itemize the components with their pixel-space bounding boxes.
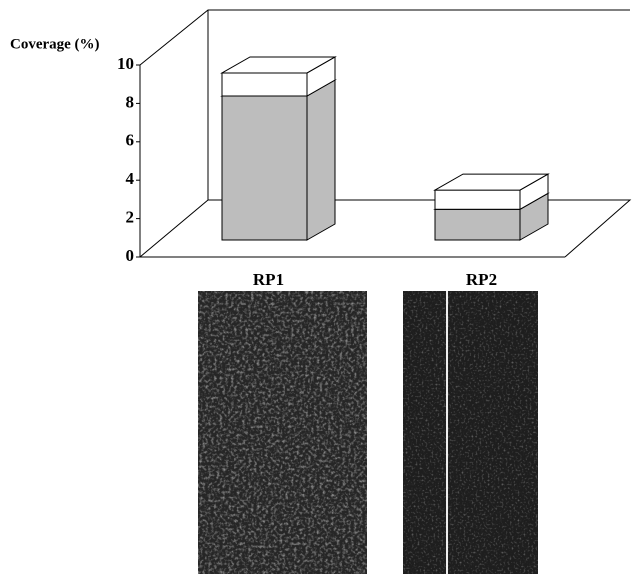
bar-front	[221, 72, 308, 97]
y-tick-label: 10	[117, 54, 134, 73]
bar-front	[434, 189, 521, 210]
x-tick-label: RP1	[253, 270, 284, 289]
y-tick-label: 8	[126, 92, 135, 111]
bar-front	[434, 208, 521, 241]
bar-front	[221, 95, 308, 241]
y-tick-label: 4	[126, 169, 135, 188]
photo-rp1-texture	[198, 291, 367, 574]
x-tick-label: RP2	[466, 270, 497, 289]
photo-rp2-texture	[403, 291, 538, 574]
y-tick-label: 2	[126, 208, 135, 227]
frame	[139, 9, 632, 258]
y-tick-label: 0	[126, 246, 135, 265]
bar-top	[220, 56, 337, 74]
y-tick-label: 6	[126, 131, 135, 150]
y-axis-label: Coverage (%)	[10, 36, 100, 52]
photos	[198, 291, 538, 574]
bar-top	[433, 173, 550, 191]
bar-side	[306, 79, 336, 241]
